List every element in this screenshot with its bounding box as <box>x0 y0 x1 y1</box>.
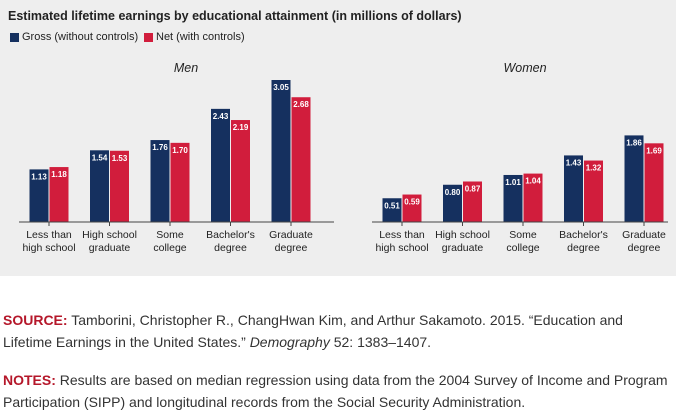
data-label-men-gross-0: 1.13 <box>31 172 47 181</box>
legend-label-net: Net (with controls) <box>156 31 245 43</box>
data-label-women-net-4: 1.69 <box>646 146 662 155</box>
data-label-men-gross-4: 3.05 <box>273 83 289 92</box>
tick-label-men-4-0: Graduate <box>269 229 313 241</box>
data-label-men-net-0: 1.18 <box>51 170 67 179</box>
bar-men-gross-2 <box>150 140 170 222</box>
bar-men-gross-0 <box>29 169 49 222</box>
source-note: SOURCE: Tamborini, Christopher R., Chang… <box>3 309 671 353</box>
data-label-men-net-3: 2.19 <box>233 123 249 132</box>
chart-title: Estimated lifetime earnings by education… <box>8 9 462 23</box>
bar-women-gross-3 <box>564 155 583 222</box>
legend-item-gross: Gross (without controls) <box>10 31 138 43</box>
tick-label-men-0-1: high school <box>22 242 75 254</box>
notes-text: Results are based on median regression u… <box>3 372 668 410</box>
data-label-men-net-1: 1.53 <box>112 154 128 163</box>
tick-label-women-0-0: Less than <box>379 229 425 241</box>
source-label: SOURCE: <box>3 312 68 328</box>
data-label-men-gross-3: 2.43 <box>213 112 229 121</box>
bar-women-gross-1 <box>443 184 462 222</box>
data-label-men-net-2: 1.70 <box>172 146 188 155</box>
bar-men-gross-4 <box>271 80 291 222</box>
bar-women-gross-4 <box>624 135 644 222</box>
data-label-men-gross-1: 1.54 <box>92 153 108 162</box>
tick-label-women-2-1: college <box>506 242 539 254</box>
data-label-women-gross-1: 0.80 <box>445 188 461 197</box>
data-label-women-net-1: 0.87 <box>465 184 481 193</box>
bar-men-gross-1 <box>90 150 109 222</box>
panel-subtitle-men: Men <box>174 61 198 75</box>
tick-label-men-1-0: High school <box>82 229 137 241</box>
bar-women-gross-0 <box>382 198 402 222</box>
tick-label-men-3-0: Bachelor's <box>206 229 255 241</box>
tick-label-women-3-0: Bachelor's <box>559 229 608 241</box>
data-label-women-net-3: 1.32 <box>586 164 602 173</box>
data-label-women-gross-4: 1.86 <box>626 138 642 147</box>
panel-subtitle-women: Women <box>503 61 546 75</box>
tick-label-women-4-1: degree <box>628 242 661 254</box>
chart-panel: Estimated lifetime earnings by education… <box>0 0 676 276</box>
source-journal: Demography <box>249 334 330 350</box>
bar-women-net-1 <box>463 181 482 222</box>
bar-women-net-4 <box>644 143 664 222</box>
data-label-men-gross-2: 1.76 <box>152 143 168 152</box>
data-label-women-net-0: 0.59 <box>404 198 420 207</box>
bar-men-net-3 <box>231 120 250 222</box>
data-label-men-net-4: 2.68 <box>293 100 309 109</box>
bar-men-net-2 <box>170 142 190 222</box>
tick-label-women-1-0: High school <box>435 229 490 241</box>
tick-label-women-1-1: graduate <box>442 242 484 254</box>
bar-men-gross-3 <box>211 108 230 222</box>
notes-note: NOTES: Results are based on median regre… <box>3 369 671 413</box>
bar-men-net-1 <box>110 150 129 222</box>
notes-label: NOTES: <box>3 372 56 388</box>
bar-women-gross-2 <box>503 174 523 222</box>
data-label-women-gross-3: 1.43 <box>566 158 582 167</box>
bar-women-net-0 <box>402 194 422 222</box>
source-text: Tamborini, Christopher R., ChangHwan Kim… <box>3 312 623 350</box>
bar-women-net-3 <box>584 160 603 222</box>
bar-men-net-0 <box>49 167 69 222</box>
tick-label-men-3-1: degree <box>214 242 247 254</box>
bar-men-net-4 <box>291 97 311 222</box>
tick-label-women-4-0: Graduate <box>622 229 666 241</box>
tick-label-men-2-0: Some <box>156 229 184 241</box>
data-label-women-net-2: 1.04 <box>525 177 541 186</box>
legend-swatch-net <box>144 32 153 42</box>
tick-label-women-2-0: Some <box>509 229 537 241</box>
source-tail: 52: 1383–1407. <box>329 334 432 350</box>
legend-label-gross: Gross (without controls) <box>22 31 139 43</box>
legend-swatch-gross <box>10 32 19 42</box>
tick-label-women-3-1: degree <box>567 242 600 254</box>
data-label-women-gross-2: 1.01 <box>505 178 521 187</box>
bar-women-net-2 <box>523 173 543 222</box>
tick-label-men-1-1: graduate <box>89 242 131 254</box>
data-label-women-gross-0: 0.51 <box>384 201 400 210</box>
tick-label-men-0-0: Less than <box>26 229 72 241</box>
tick-label-women-0-1: high school <box>375 242 428 254</box>
legend-item-net: Net (with controls) <box>144 31 245 43</box>
tick-label-men-2-1: college <box>153 242 186 254</box>
tick-label-men-4-1: degree <box>275 242 308 254</box>
